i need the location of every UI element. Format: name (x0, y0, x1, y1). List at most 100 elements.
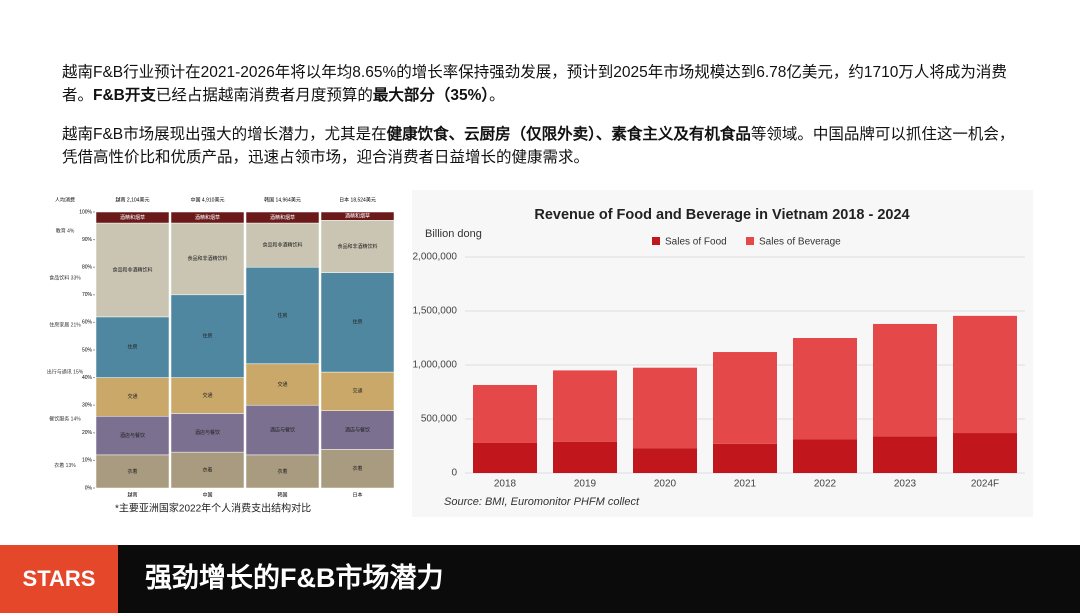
segment (170, 211, 245, 224)
text-run: 越南F&B市场展现出强大的增长潜力，尤其是在 (62, 126, 387, 143)
title-band (118, 545, 1080, 613)
x-tick-label: 2018 (494, 479, 517, 490)
side-label: 出行与通讯 15% (47, 368, 84, 375)
y-tick-label: 50% (82, 347, 93, 353)
segment-label: 住房 (277, 312, 287, 319)
segment (170, 377, 245, 414)
text-run: 。 (489, 87, 505, 104)
x-tick-label: 2024F (971, 479, 999, 490)
segment (170, 222, 245, 296)
segment (245, 454, 320, 489)
column-header: 日本 18,524美元 (339, 196, 376, 203)
x-tick-label: 2022 (814, 479, 837, 490)
bar-segment (713, 352, 777, 444)
y-tick-label: 0 (451, 468, 457, 479)
x-tick-label: 2023 (894, 479, 917, 490)
segment (95, 222, 170, 318)
segment-label: 食品和非酒精饮料 (337, 243, 377, 250)
segment-label: 酒精和烟草 (345, 212, 370, 219)
segment-label: 衣着 (127, 468, 137, 475)
y-tick-label: 100% (79, 209, 92, 215)
segment (245, 404, 320, 456)
segment-label: 住房 (352, 319, 362, 326)
segment (245, 211, 320, 224)
segment-label: 交通 (202, 392, 212, 399)
segment (95, 211, 170, 224)
chart-title: Revenue of Food and Beverage in Vietnam … (534, 207, 909, 223)
bar-segment (793, 338, 857, 440)
graphics: STARS 强劲增长的F&B市场潜力 人均消费 0% 10% 20% 30% 40% 50%… (0, 190, 1080, 613)
legend-label: Sales of Beverage (759, 237, 841, 248)
segment (95, 415, 170, 456)
x-tick-label: 韩国 (277, 491, 287, 498)
segment-label: 交通 (277, 381, 287, 388)
x-tick-label: 越南 (127, 491, 137, 498)
text-run: 已经占据越南消费者月度预算的 (155, 87, 373, 104)
logo: STARS (23, 566, 96, 591)
legend-swatch (746, 237, 754, 245)
y-tick-label: 60% (82, 320, 93, 326)
y-tick-label: 500,000 (421, 414, 458, 425)
column-header: 中国 4,910美元 (191, 196, 225, 203)
segment-label: 食品和非酒精饮料 (187, 255, 227, 262)
y-tick-label: 1,000,000 (413, 360, 458, 371)
bar-segment (553, 441, 617, 473)
y-tick-label: 2,000,000 (413, 252, 458, 263)
segment-label: 衣着 (352, 465, 362, 472)
segment-label: 酒精和烟草 (120, 214, 145, 221)
paragraph: 越南F&B行业预计在2021-2026年将以年均8.65%的增长率保持强劲发展，… (62, 61, 1022, 107)
segment-label: 住房 (202, 333, 212, 340)
bar-segment (633, 367, 697, 449)
y-tick-label: 30% (82, 403, 93, 409)
segment-label: 住房 (127, 344, 137, 351)
segment-label: 酒精和烟草 (270, 214, 295, 221)
y-tick-label: 40% (82, 375, 93, 381)
segment-label: 衣着 (277, 468, 287, 475)
segment-label: 食品和非酒精饮料 (262, 241, 302, 248)
y-tick-label: 10% (82, 458, 93, 464)
segment-label: 交通 (127, 393, 137, 400)
legend-label: Sales of Food (665, 237, 727, 248)
y-tick-label: 20% (82, 430, 93, 436)
bar-segment (473, 384, 537, 443)
bar-segment (953, 315, 1017, 434)
segment-label: 酒店与餐饮 (270, 426, 295, 433)
logo-box (0, 545, 118, 613)
column-header: 越南 2,104美元 (116, 196, 150, 203)
source: Source: BMI, Euromonitor PHFM collect (444, 496, 640, 508)
bar-segment (793, 439, 857, 473)
bar-segment (633, 448, 697, 473)
text-run: 健康饮食、云厨房（仅限外卖）、素食主义及有机食品 (386, 126, 751, 143)
segment (245, 266, 320, 365)
x-tick-label: 中国 (202, 491, 212, 498)
y-tick-label: 70% (82, 292, 93, 298)
segment-label: 酒店与餐饮 (195, 429, 220, 436)
side-label: 教育 4% (56, 228, 75, 235)
segment-label: 食品和非酒精饮料 (112, 266, 152, 273)
segment (320, 272, 395, 373)
bar-segment (473, 442, 537, 473)
y-tick-label: 0% (85, 485, 93, 491)
segment (320, 211, 395, 221)
side-label: 食品饮料 33% (49, 275, 81, 282)
segment (245, 363, 320, 406)
segment-label: 酒店与餐饮 (345, 426, 370, 433)
side-label: 住房家居 21% (49, 321, 81, 328)
segment (95, 316, 170, 378)
x-tick-label: 2019 (574, 479, 597, 490)
x-tick-label: 2020 (654, 479, 677, 490)
segment (320, 449, 395, 489)
y-tick-label: 1,500,000 (413, 306, 458, 317)
text-run: 最大部分（35%） (372, 87, 490, 104)
y-axis-label: Billion dong (425, 228, 482, 240)
paragraph: 越南F&B市场展现出强大的增长潜力，尤其是在健康饮食、云厨房（仅限外卖）、素食主… (62, 123, 1022, 169)
segment (95, 377, 170, 417)
side-label: 衣着 13% (54, 462, 76, 469)
segment-label: 酒精和烟草 (195, 214, 220, 221)
segment (245, 222, 320, 268)
text-run: 等领域。中国品牌可以抓住这一机会，凭借高性价比和优质产品，迅速占领市场，迎合消费… (62, 126, 1015, 166)
x-tick-label: 2021 (734, 479, 757, 490)
y-tick-label: 90% (82, 237, 93, 243)
segment-label: 酒店与餐饮 (120, 432, 145, 439)
